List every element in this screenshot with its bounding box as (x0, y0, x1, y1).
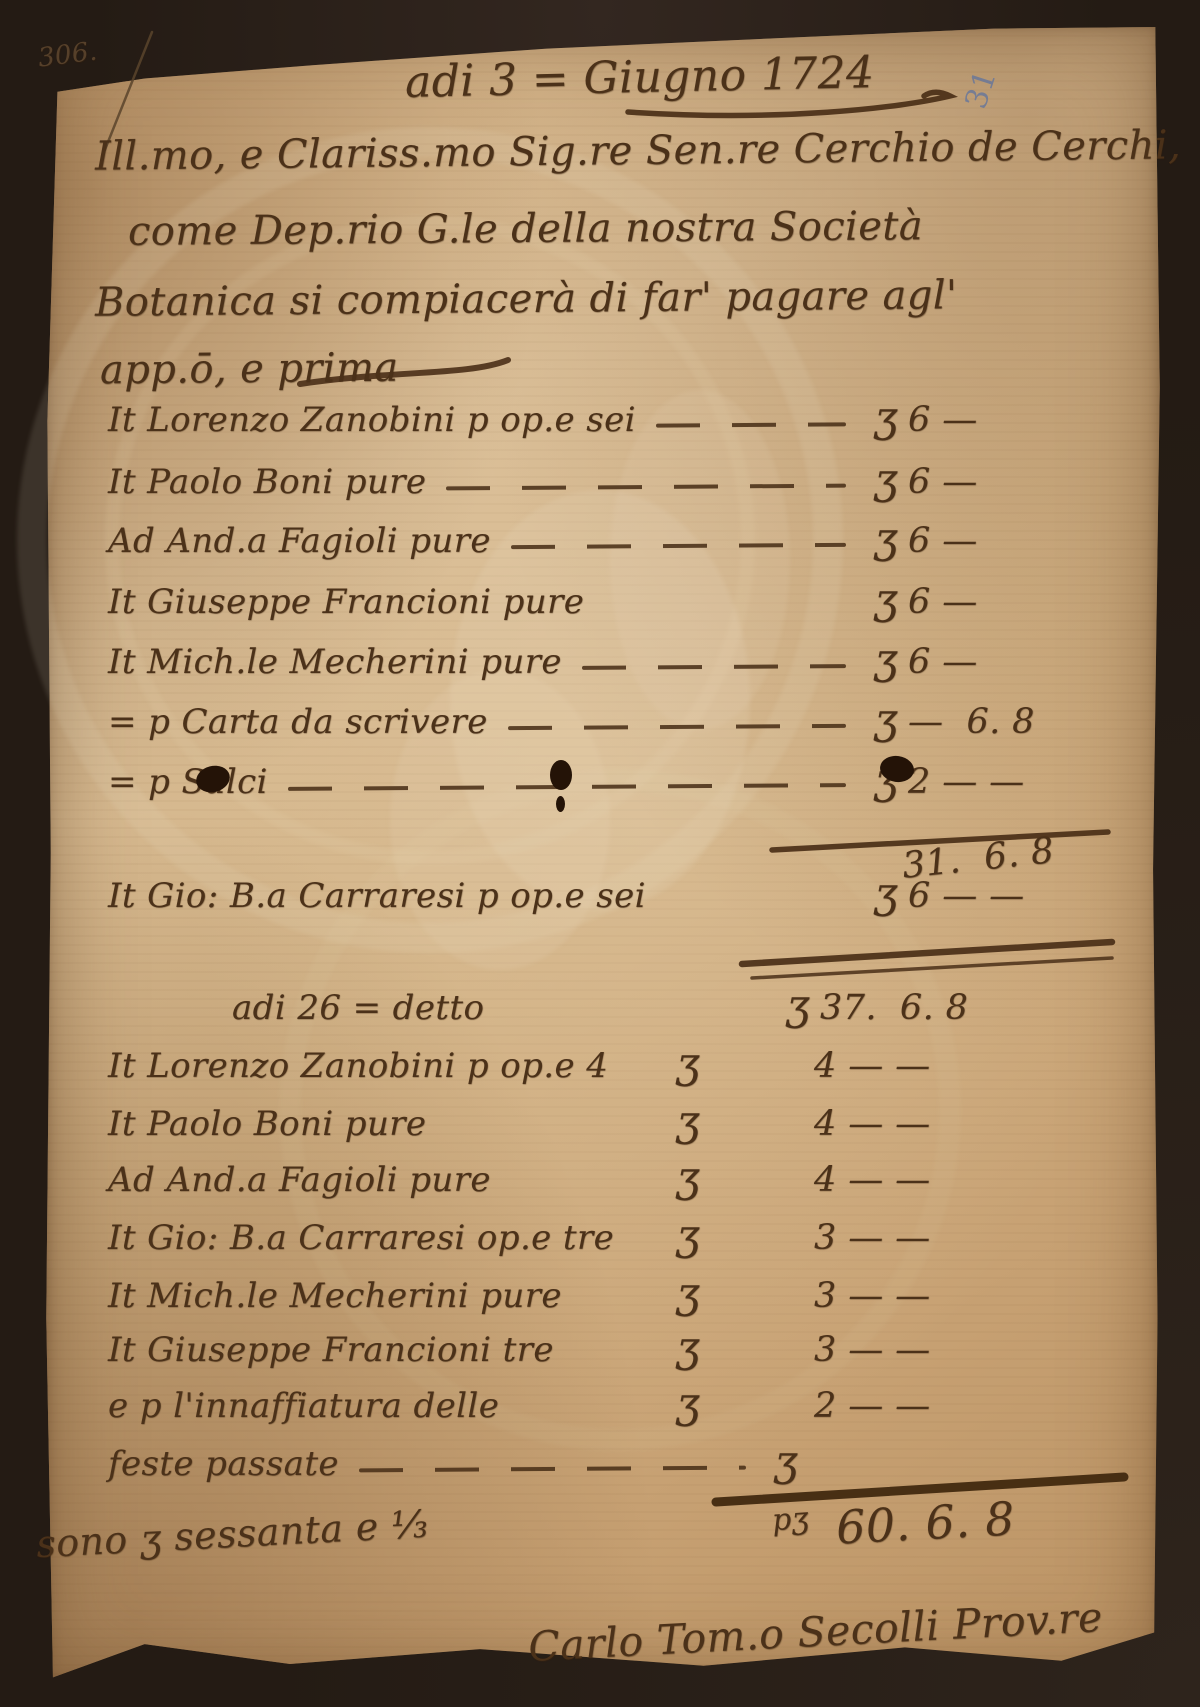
entry-name: = p Salci (108, 762, 268, 802)
entry-amount: 3 — — (814, 1218, 931, 1258)
ledger-row: e p l'innaffiatura delle ʒ 2 — — (108, 1378, 1120, 1427)
ledger-row: feste passate ʒ (108, 1436, 808, 1485)
entry-name: Ad And.a Fagioli pure (108, 521, 491, 561)
entry-name: Ad And.a Fagioli pure (108, 1160, 491, 1200)
currency-symbol: ʒ (675, 1322, 701, 1371)
entry-amount: 6 — (908, 642, 978, 682)
dash-leader (510, 542, 847, 550)
grand-total-amount: 60. 6. 8 (834, 1491, 1017, 1555)
entry-name: It Giuseppe Francioni tre (108, 1330, 554, 1370)
ink-blot (556, 796, 565, 812)
currency-symbol: ʒ (773, 1436, 799, 1485)
dash-leader (730, 1127, 796, 1131)
dash-leader (581, 664, 847, 670)
ledger-row: = p Salci ʒ 2 — — (108, 758, 1120, 802)
carry-date: adi 26 = detto (232, 988, 485, 1028)
dash-leader (358, 1465, 747, 1473)
ledger-row: It Paolo Boni pure ʒ 4 — — (108, 1096, 1120, 1145)
carry-amount: 37. 6. 8 (820, 988, 969, 1028)
currency-symbol: ʒ (675, 1210, 701, 1259)
ledger-row: It Paolo Boni pure ʒ 6 — (108, 454, 1120, 503)
entry-name: It Mich.le Mecherini pure (108, 1276, 562, 1316)
dash-leader (604, 604, 846, 610)
archive-number: 306. (36, 36, 100, 74)
ledger-row: It Gio: B.a Carraresi op.e tre ʒ 3 — — (108, 1210, 1120, 1259)
grand-total-prefix: pʒ (770, 1500, 811, 1539)
entry-name: It Giuseppe Francioni pure (108, 582, 585, 622)
dash-leader (730, 1409, 796, 1413)
currency-symbol: ʒ (873, 454, 899, 503)
salutation-line-2: come Dep.rio G.le della nostra Società (127, 203, 924, 255)
entry-amount: 3 — — (814, 1276, 931, 1316)
entry-amount: 6 — (908, 400, 978, 440)
dash-leader (666, 898, 846, 903)
currency-symbol: ʒ (873, 392, 899, 441)
dash-leader (446, 483, 847, 491)
ledger-row: It Giuseppe Francioni tre ʒ 3 — — (108, 1322, 1120, 1371)
ledger-row: It Mich.le Mecherini pure ʒ 3 — — (108, 1268, 1120, 1317)
entry-amount: 6 — — (908, 876, 1025, 916)
dash-leader (730, 1299, 796, 1303)
currency-symbol: ʒ (785, 980, 811, 1029)
ledger-row: It Giuseppe Francioni pure ʒ 6 — (108, 574, 1120, 623)
ledger-row: It Lorenzo Zanobini p op.e sei ʒ 6 — (108, 392, 1120, 441)
ink-blot (550, 760, 572, 790)
currency-symbol: ʒ (873, 634, 899, 683)
entry-amount: 4 — — (814, 1104, 931, 1144)
entry-amount: 4 — — (814, 1046, 931, 1086)
ledger-row: = p Carta da scrivere ʒ — 6. 8 (108, 694, 1120, 743)
entry-amount: 2 — — (908, 762, 1025, 802)
entry-amount: 6 — (908, 582, 978, 622)
dash-leader (730, 1241, 796, 1245)
ledger-row: It Mich.le Mecherini pure ʒ 6 — (108, 634, 1120, 683)
entry-name: e p l'innaffiatura delle (108, 1386, 500, 1426)
entry-name: feste passate (108, 1444, 339, 1484)
entry-name: It Lorenzo Zanobini p op.e 4 (108, 1046, 609, 1086)
currency-symbol: ʒ (873, 574, 899, 623)
currency-symbol: ʒ (675, 1268, 701, 1317)
entry-name: It Paolo Boni pure (108, 1104, 427, 1144)
currency-symbol: ʒ (873, 868, 899, 917)
entry-name: It Mich.le Mecherini pure (108, 642, 562, 682)
ledger-row: It Gio: B.a Carraresi p op.e sei ʒ 6 — — (108, 868, 1120, 917)
currency-symbol: ʒ (675, 1152, 701, 1201)
currency-symbol: ʒ (675, 1038, 701, 1087)
currency-symbol: ʒ (675, 1096, 701, 1145)
entry-amount: — 6. 8 (908, 702, 1035, 742)
currency-symbol: ʒ (873, 513, 899, 562)
ledger-row: It Lorenzo Zanobini p op.e 4 ʒ 4 — — (108, 1038, 1120, 1087)
date-heading: adi 3 = Giugno 1724 (404, 47, 875, 108)
currency-symbol: ʒ (675, 1378, 701, 1427)
salutation-line-3: Botanica si compiacerà di far' pagare ag… (94, 272, 958, 326)
dash-leader (504, 1010, 758, 1016)
dash-leader (730, 1183, 796, 1187)
entry-name: It Paolo Boni pure (108, 462, 427, 502)
entry-amount: 2 — — (814, 1386, 931, 1426)
entry-name: It Gio: B.a Carraresi p op.e sei (108, 876, 646, 916)
entry-name: It Gio: B.a Carraresi op.e tre (108, 1218, 615, 1258)
dash-leader (730, 1353, 796, 1357)
entry-amount: 3 — — (814, 1330, 931, 1370)
salutation-line-4: app.ō, e prima (99, 344, 399, 394)
entry-name: It Lorenzo Zanobini p op.e sei (108, 400, 636, 440)
entry-amount: 6 — (908, 462, 978, 502)
currency-symbol: ʒ (873, 694, 899, 743)
ledger-row: Ad And.a Fagioli pure ʒ 4 — — (108, 1152, 1120, 1201)
ledger-row: Ad And.a Fagioli pure ʒ 6 — (108, 513, 1120, 562)
entry-name: = p Carta da scrivere (108, 702, 488, 742)
dash-leader (507, 723, 847, 731)
carry-forward-row: adi 26 = detto ʒ 37. 6. 8 (232, 980, 1120, 1029)
entry-amount: 6 — (908, 521, 978, 561)
entry-amount: 4 — — (814, 1160, 931, 1200)
dash-leader (655, 422, 847, 428)
dash-leader (730, 1069, 796, 1073)
